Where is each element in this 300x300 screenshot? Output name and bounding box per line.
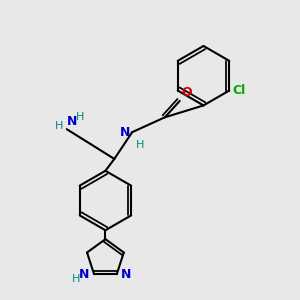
Text: H: H — [76, 112, 84, 122]
Text: N: N — [67, 115, 77, 128]
Text: N: N — [120, 126, 131, 139]
Text: H: H — [55, 121, 63, 131]
Text: Cl: Cl — [232, 84, 245, 97]
Text: H: H — [72, 274, 81, 284]
Text: H: H — [136, 140, 144, 151]
Text: N: N — [79, 268, 90, 281]
Text: N: N — [121, 268, 132, 281]
Text: O: O — [181, 86, 192, 100]
